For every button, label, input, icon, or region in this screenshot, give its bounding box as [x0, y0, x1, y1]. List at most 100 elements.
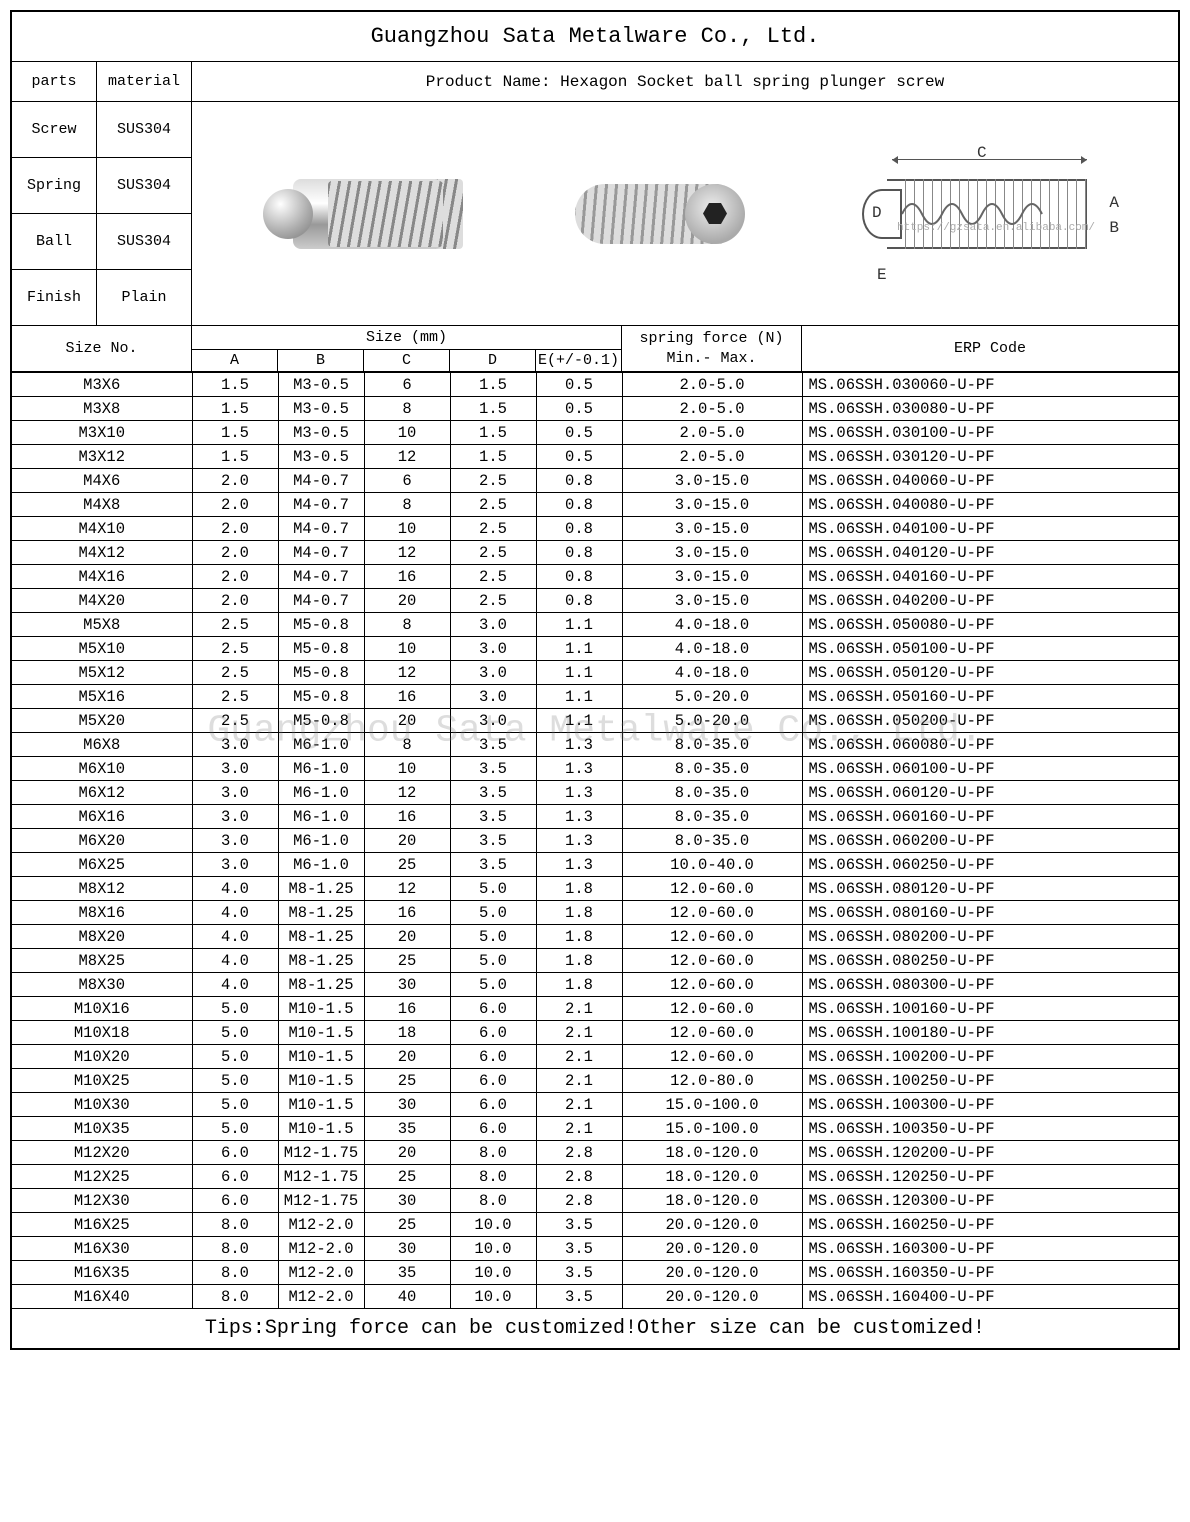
cell-d: 2.5 [450, 565, 536, 589]
part-screw: Screw [12, 102, 97, 158]
dim-b: B [1109, 219, 1119, 237]
table-row: M6X253.0M6-1.0253.51.310.0-40.0MS.06SSH.… [12, 853, 1178, 877]
cell-a: 4.0 [192, 973, 278, 997]
cell-e: 3.5 [536, 1285, 622, 1309]
cell-b: M4-0.7 [278, 565, 364, 589]
cell-spring: 2.0-5.0 [622, 397, 802, 421]
cell-d: 3.0 [450, 685, 536, 709]
cell-spring: 3.0-15.0 [622, 565, 802, 589]
cell-size: M10X35 [12, 1117, 192, 1141]
cell-d: 6.0 [450, 1021, 536, 1045]
cell-e: 2.1 [536, 1117, 622, 1141]
table-row: M16X258.0M12-2.02510.03.520.0-120.0MS.06… [12, 1213, 1178, 1237]
cell-size: M8X16 [12, 901, 192, 925]
header-material: material [97, 62, 192, 102]
cell-a: 5.0 [192, 1093, 278, 1117]
cell-d: 5.0 [450, 925, 536, 949]
cell-erp: MS.06SSH.040160-U-PF [802, 565, 1178, 589]
cell-a: 1.5 [192, 397, 278, 421]
table-row: M5X202.5M5-0.8203.01.15.0-20.0MS.06SSH.0… [12, 709, 1178, 733]
col-sizeno: Size No. [12, 326, 192, 371]
cell-e: 1.8 [536, 973, 622, 997]
cell-b: M8-1.25 [278, 925, 364, 949]
table-row: M4X122.0M4-0.7122.50.83.0-15.0MS.06SSH.0… [12, 541, 1178, 565]
table-row: M12X256.0M12-1.75258.02.818.0-120.0MS.06… [12, 1165, 1178, 1189]
cell-size: M8X12 [12, 877, 192, 901]
cell-size: M10X20 [12, 1045, 192, 1069]
cell-erp: MS.06SSH.030060-U-PF [802, 373, 1178, 397]
cell-e: 2.1 [536, 997, 622, 1021]
cell-spring: 12.0-60.0 [622, 901, 802, 925]
cell-e: 0.5 [536, 421, 622, 445]
dimension-diagram: C A B D E https://gzsata.en.alibaba.com/ [837, 139, 1117, 289]
cell-d: 2.5 [450, 469, 536, 493]
cell-e: 3.5 [536, 1261, 622, 1285]
cell-erp: MS.06SSH.040100-U-PF [802, 517, 1178, 541]
cell-b: M5-0.8 [278, 613, 364, 637]
cell-erp: MS.06SSH.160300-U-PF [802, 1237, 1178, 1261]
cell-b: M4-0.7 [278, 589, 364, 613]
col-b: B [278, 350, 364, 371]
cell-size: M8X20 [12, 925, 192, 949]
cell-b: M4-0.7 [278, 493, 364, 517]
table-row: M3X121.5M3-0.5121.50.52.0-5.0MS.06SSH.03… [12, 445, 1178, 469]
cell-size: M5X16 [12, 685, 192, 709]
cell-e: 1.3 [536, 733, 622, 757]
cell-erp: MS.06SSH.120200-U-PF [802, 1141, 1178, 1165]
cell-spring: 18.0-120.0 [622, 1141, 802, 1165]
cell-erp: MS.06SSH.050200-U-PF [802, 709, 1178, 733]
cell-erp: MS.06SSH.100300-U-PF [802, 1093, 1178, 1117]
cell-size: M4X10 [12, 517, 192, 541]
table-row: M6X123.0M6-1.0123.51.38.0-35.0MS.06SSH.0… [12, 781, 1178, 805]
cell-d: 1.5 [450, 445, 536, 469]
cell-b: M12-2.0 [278, 1213, 364, 1237]
cell-b: M10-1.5 [278, 1045, 364, 1069]
cell-b: M12-1.75 [278, 1189, 364, 1213]
cell-b: M10-1.5 [278, 1093, 364, 1117]
cell-erp: MS.06SSH.030080-U-PF [802, 397, 1178, 421]
cell-a: 1.5 [192, 373, 278, 397]
cell-d: 3.0 [450, 637, 536, 661]
cell-a: 2.5 [192, 709, 278, 733]
cell-size: M12X25 [12, 1165, 192, 1189]
cell-erp: MS.06SSH.120250-U-PF [802, 1165, 1178, 1189]
cell-a: 2.5 [192, 613, 278, 637]
cell-e: 2.8 [536, 1165, 622, 1189]
cell-e: 1.1 [536, 613, 622, 637]
cell-c: 25 [364, 1213, 450, 1237]
cell-d: 2.5 [450, 493, 536, 517]
cell-c: 16 [364, 901, 450, 925]
cell-c: 20 [364, 709, 450, 733]
cell-spring: 4.0-18.0 [622, 613, 802, 637]
cell-spring: 12.0-60.0 [622, 973, 802, 997]
table-row: M8X204.0M8-1.25205.01.812.0-60.0MS.06SSH… [12, 925, 1178, 949]
screw-photo-1 [253, 149, 473, 279]
cell-a: 8.0 [192, 1261, 278, 1285]
cell-d: 8.0 [450, 1165, 536, 1189]
table-row: M10X255.0M10-1.5256.02.112.0-80.0MS.06SS… [12, 1069, 1178, 1093]
cell-c: 35 [364, 1117, 450, 1141]
cell-c: 8 [364, 613, 450, 637]
table-row: M4X102.0M4-0.7102.50.83.0-15.0MS.06SSH.0… [12, 517, 1178, 541]
cell-size: M16X35 [12, 1261, 192, 1285]
cell-spring: 20.0-120.0 [622, 1261, 802, 1285]
spec-sheet: Guangzhou Sata Metalware Co., Ltd. parts… [10, 10, 1180, 1350]
cell-a: 2.0 [192, 589, 278, 613]
cell-size: M6X20 [12, 829, 192, 853]
cell-d: 8.0 [450, 1141, 536, 1165]
cell-b: M12-2.0 [278, 1261, 364, 1285]
cell-d: 1.5 [450, 373, 536, 397]
cell-e: 1.3 [536, 853, 622, 877]
cell-spring: 8.0-35.0 [622, 829, 802, 853]
cell-erp: MS.06SSH.050160-U-PF [802, 685, 1178, 709]
cell-spring: 20.0-120.0 [622, 1213, 802, 1237]
cell-spring: 8.0-35.0 [622, 781, 802, 805]
cell-erp: MS.06SSH.100180-U-PF [802, 1021, 1178, 1045]
cell-erp: MS.06SSH.060200-U-PF [802, 829, 1178, 853]
cell-spring: 5.0-20.0 [622, 709, 802, 733]
cell-d: 10.0 [450, 1285, 536, 1309]
cell-size: M4X16 [12, 565, 192, 589]
cell-c: 16 [364, 997, 450, 1021]
cell-a: 1.5 [192, 421, 278, 445]
dim-e: E [877, 266, 887, 284]
